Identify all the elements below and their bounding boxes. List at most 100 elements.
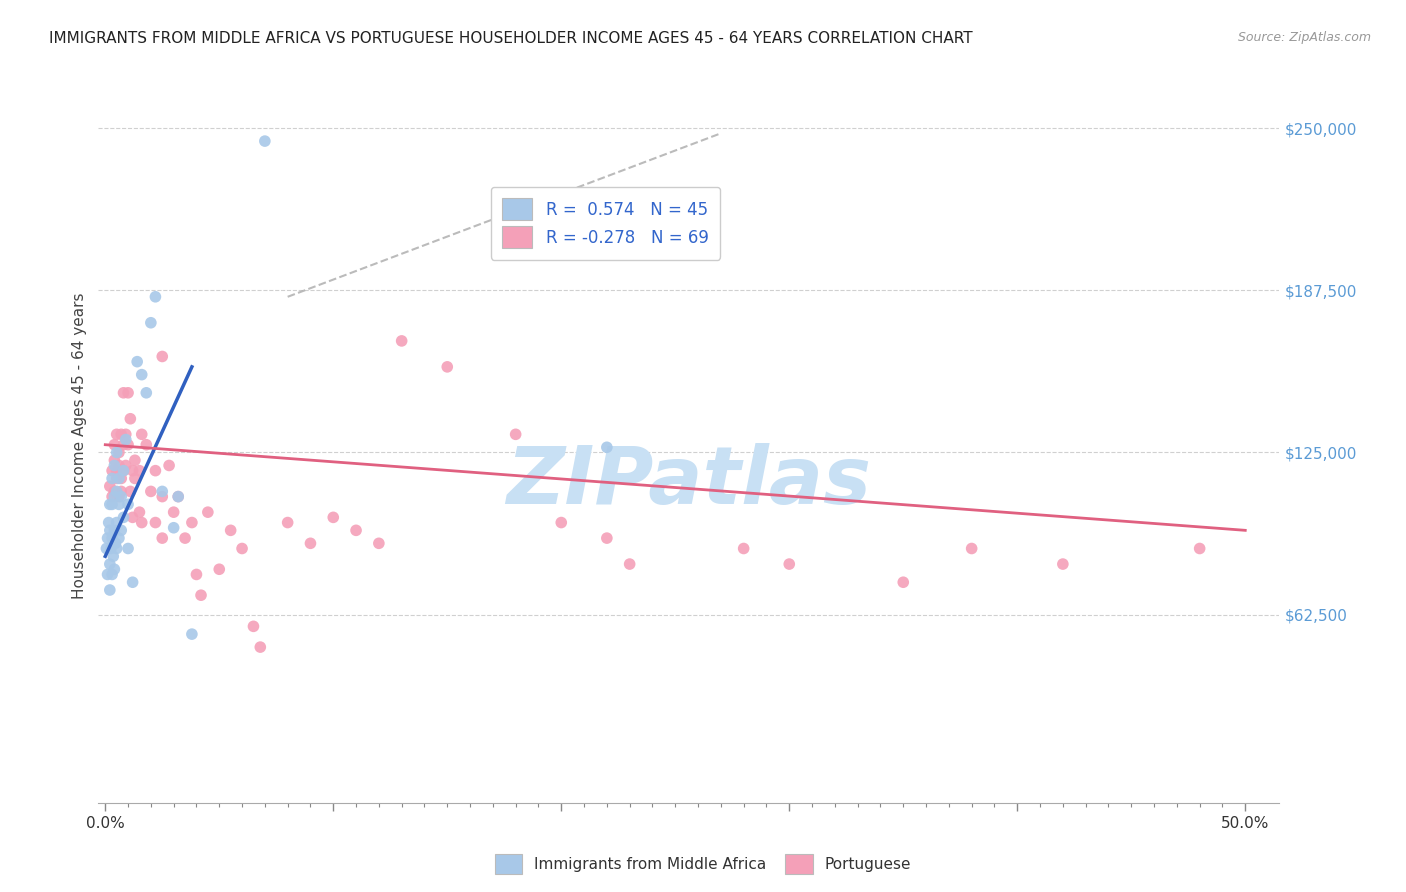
- Point: [97, 516, 120, 530]
- Point: [103, 484, 125, 499]
- Text: IMMIGRANTS FROM MIDDLE AFRICA VS PORTUGUESE HOUSEHOLDER INCOME AGES 45 - 64 YEAR: IMMIGRANTS FROM MIDDLE AFRICA VS PORTUGU…: [49, 31, 973, 46]
- Legend: R =  0.574   N = 45, R = -0.278   N = 69: R = 0.574 N = 45, R = -0.278 N = 69: [491, 186, 720, 260]
- Point: [596, 440, 619, 454]
- Point: [121, 510, 143, 524]
- Point: [186, 567, 208, 582]
- Point: [960, 541, 983, 556]
- Point: [101, 464, 124, 478]
- Point: [105, 445, 128, 459]
- Point: [124, 471, 146, 485]
- Point: [101, 567, 124, 582]
- Point: [98, 479, 121, 493]
- Point: [157, 458, 180, 473]
- Point: [167, 490, 190, 504]
- Point: [108, 490, 131, 504]
- Point: [117, 541, 139, 556]
- Point: [231, 541, 253, 556]
- Point: [150, 531, 173, 545]
- Point: [110, 471, 132, 485]
- Point: [101, 471, 124, 485]
- Point: [114, 433, 136, 447]
- Point: [112, 464, 135, 478]
- Point: [596, 531, 619, 545]
- Point: [124, 453, 146, 467]
- Point: [145, 516, 167, 530]
- Point: [121, 464, 143, 478]
- Point: [120, 484, 142, 499]
- Point: [101, 531, 124, 545]
- Point: [127, 354, 149, 368]
- Point: [100, 541, 122, 556]
- Point: [299, 536, 322, 550]
- Point: [96, 541, 118, 556]
- Point: [103, 438, 125, 452]
- Point: [778, 557, 800, 571]
- Point: [1052, 557, 1074, 571]
- Point: [117, 497, 139, 511]
- Point: [322, 510, 344, 524]
- Point: [249, 640, 271, 654]
- Point: [208, 562, 231, 576]
- Point: [135, 438, 157, 452]
- Point: [163, 505, 186, 519]
- Point: [103, 549, 125, 564]
- Point: [112, 438, 135, 452]
- Point: [391, 334, 413, 348]
- Legend: Immigrants from Middle Africa, Portuguese: Immigrants from Middle Africa, Portugues…: [489, 848, 917, 880]
- Point: [110, 484, 132, 499]
- Point: [98, 524, 121, 538]
- Point: [139, 316, 162, 330]
- Point: [105, 471, 128, 485]
- Point: [253, 134, 276, 148]
- Point: [105, 427, 128, 442]
- Point: [108, 497, 131, 511]
- Point: [104, 536, 127, 550]
- Point: [180, 516, 202, 530]
- Point: [101, 490, 124, 504]
- Point: [117, 438, 139, 452]
- Point: [436, 359, 458, 374]
- Point: [110, 490, 132, 504]
- Point: [108, 531, 131, 545]
- Point: [1188, 541, 1211, 556]
- Point: [128, 505, 150, 519]
- Point: [121, 575, 143, 590]
- Point: [98, 557, 121, 571]
- Point: [103, 524, 125, 538]
- Point: [112, 510, 135, 524]
- Point: [114, 458, 136, 473]
- Point: [197, 505, 219, 519]
- Point: [101, 497, 124, 511]
- Point: [150, 350, 173, 364]
- Point: [277, 516, 299, 530]
- Point: [145, 464, 167, 478]
- Text: ZIPatlas: ZIPatlas: [506, 442, 872, 521]
- Point: [167, 490, 190, 504]
- Point: [120, 411, 142, 425]
- Point: [145, 290, 167, 304]
- Point: [108, 471, 131, 485]
- Point: [105, 541, 128, 556]
- Point: [110, 427, 132, 442]
- Point: [112, 385, 135, 400]
- Point: [96, 567, 118, 582]
- Point: [219, 524, 242, 538]
- Point: [98, 582, 121, 597]
- Point: [131, 427, 153, 442]
- Point: [96, 531, 118, 545]
- Point: [103, 453, 125, 467]
- Point: [135, 385, 157, 400]
- Point: [128, 464, 150, 478]
- Point: [103, 458, 125, 473]
- Point: [103, 490, 125, 504]
- Point: [105, 464, 128, 478]
- Point: [619, 557, 641, 571]
- Point: [139, 484, 162, 499]
- Point: [344, 524, 367, 538]
- Point: [174, 531, 197, 545]
- Text: Source: ZipAtlas.com: Source: ZipAtlas.com: [1237, 31, 1371, 45]
- Point: [131, 516, 153, 530]
- Point: [733, 541, 755, 556]
- Point: [105, 516, 128, 530]
- Point: [367, 536, 389, 550]
